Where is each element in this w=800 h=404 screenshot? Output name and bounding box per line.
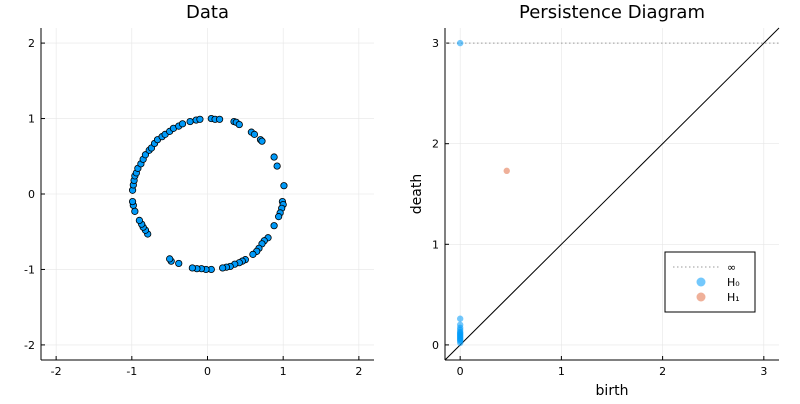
h0-point (456, 315, 464, 322)
data-point (131, 207, 139, 215)
y-tick-label: 3 (432, 37, 439, 50)
x-tick-label: 0 (457, 365, 464, 378)
plot-area: -2 -1 0 1 2 -2 -1 0 1 2 (24, 28, 374, 378)
data-point (258, 137, 266, 145)
x-tick-label: 0 (204, 365, 211, 378)
legend-box (664, 251, 756, 313)
legend-h0-label: H₀ (727, 276, 740, 289)
data-panel-title: Data (186, 2, 229, 23)
legend-h1-swatch (696, 292, 706, 302)
data-point (135, 216, 143, 225)
persistence-panel-title: Persistence Diagram (519, 2, 705, 23)
data-panel: -2 -1 0 1 2 -2 -1 0 1 2 Data (24, 2, 374, 378)
y-tick-label: 2 (432, 138, 439, 151)
y-tick-label: -1 (24, 263, 35, 276)
y-tick-label: 2 (28, 37, 35, 50)
legend-infinity-label: ∞ (727, 261, 736, 274)
x-tick-label: 1 (280, 365, 287, 378)
data-point (141, 151, 150, 159)
y-tick-label: 0 (432, 339, 439, 352)
y-tick-label: 0 (28, 188, 35, 201)
data-point (178, 120, 187, 128)
data-point (280, 182, 288, 190)
x-tick-label: -1 (126, 365, 137, 378)
data-point (235, 120, 243, 129)
y-axis-label: death (409, 174, 425, 214)
data-point (186, 117, 194, 126)
persistence-panel: 0 1 2 3 0 1 2 3 Persistence Diagram birth death… (409, 2, 780, 399)
y-tick-label: 1 (432, 238, 439, 251)
data-point (175, 259, 183, 268)
x-tick-label: 2 (659, 365, 666, 378)
legend-h1-label: H₁ (727, 291, 740, 304)
legend-h0-swatch (696, 277, 706, 287)
y-tick-label: -2 (24, 339, 35, 352)
data-point (270, 153, 278, 161)
plot-area: 0 1 2 3 0 1 2 3 (432, 27, 780, 378)
data-point (250, 130, 259, 138)
x-tick-label: 1 (558, 365, 565, 378)
data-point (270, 222, 278, 230)
diagonal-line (444, 27, 780, 361)
data-point (249, 250, 257, 258)
data-point (196, 115, 204, 123)
data-point (128, 197, 137, 206)
legend: ∞ H₀ H₁ (664, 251, 756, 313)
y-tick-label: 1 (28, 113, 35, 126)
data-point (216, 115, 224, 123)
x-tick-label: 2 (355, 365, 362, 378)
x-axis-label: birth (596, 383, 629, 399)
data-point (273, 162, 281, 170)
data-point (188, 264, 196, 272)
data-point (219, 264, 227, 272)
h0-point (456, 339, 464, 347)
x-tick-label: -2 (51, 365, 62, 378)
x-tick-label: 3 (760, 365, 767, 378)
h1-point (503, 167, 510, 175)
h0-point (456, 39, 464, 47)
data-point (166, 255, 174, 263)
data-point (275, 213, 283, 221)
